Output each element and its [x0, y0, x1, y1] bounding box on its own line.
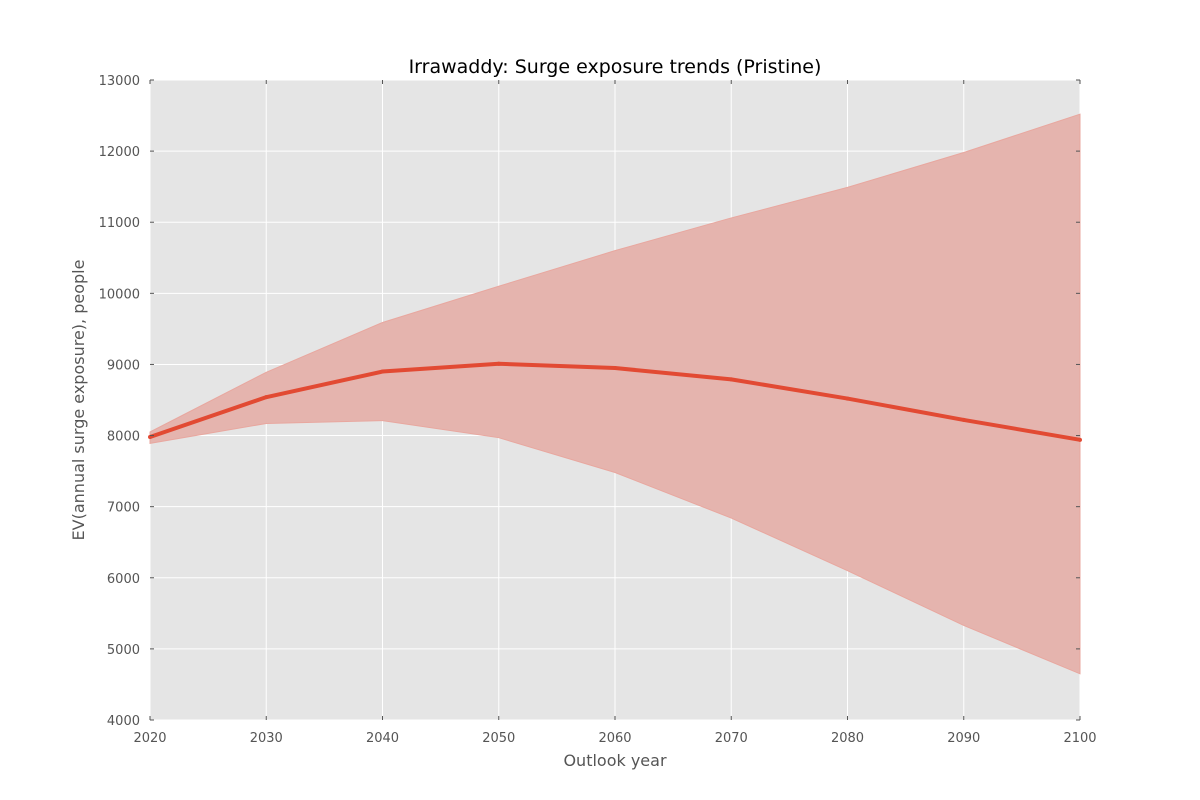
x-tick-label: 2070 — [715, 731, 748, 746]
x-axis-ticks: 2020 2030 2040 2050 2060 2070 2080 2090 2100 — [133, 80, 1097, 746]
series-point — [845, 396, 850, 401]
y-tick-label: 13000 — [99, 74, 140, 89]
x-tick-label: 2080 — [831, 731, 864, 746]
y-tick-label: 10000 — [99, 287, 140, 302]
x-tick-label: 2040 — [366, 731, 399, 746]
y-tick-label: 7000 — [107, 501, 140, 516]
uncertainty-band — [149, 113, 1081, 675]
x-tick-label: 2030 — [250, 731, 283, 746]
series-point — [613, 366, 617, 370]
y-tick-label: 5000 — [107, 643, 140, 658]
y-tick-label: 9000 — [107, 358, 140, 373]
x-tick-label: 2050 — [482, 731, 515, 746]
x-tick-label: 2090 — [947, 731, 980, 746]
uncertainty-band-group — [149, 113, 1081, 675]
y-tick-label: 4000 — [107, 714, 140, 729]
chart-title: Irrawaddy: Surge exposure trends (Pristi… — [409, 56, 822, 78]
x-axis-title: Outlook year — [563, 751, 667, 770]
y-axis-ticks: 4000 5000 6000 7000 8000 9000 10000 11000 12000 1… — [99, 74, 1080, 729]
x-tick-label: 2060 — [598, 731, 631, 746]
y-tick-label: 8000 — [107, 430, 140, 445]
series-line-group — [148, 361, 1082, 442]
series-point — [1078, 437, 1082, 442]
x-tick-label: 2100 — [1063, 731, 1096, 746]
x-tick-label: 2020 — [133, 731, 166, 746]
y-tick-label: 11000 — [99, 216, 140, 231]
y-axis-title: EV(annual surge exposure), people — [69, 260, 88, 541]
y-tick-label: 6000 — [107, 572, 140, 587]
series-point — [729, 377, 734, 382]
y-tick-label: 12000 — [99, 145, 140, 160]
series-point — [380, 369, 385, 374]
series-point — [961, 417, 966, 422]
series-point — [496, 361, 501, 366]
series-point — [264, 395, 269, 400]
